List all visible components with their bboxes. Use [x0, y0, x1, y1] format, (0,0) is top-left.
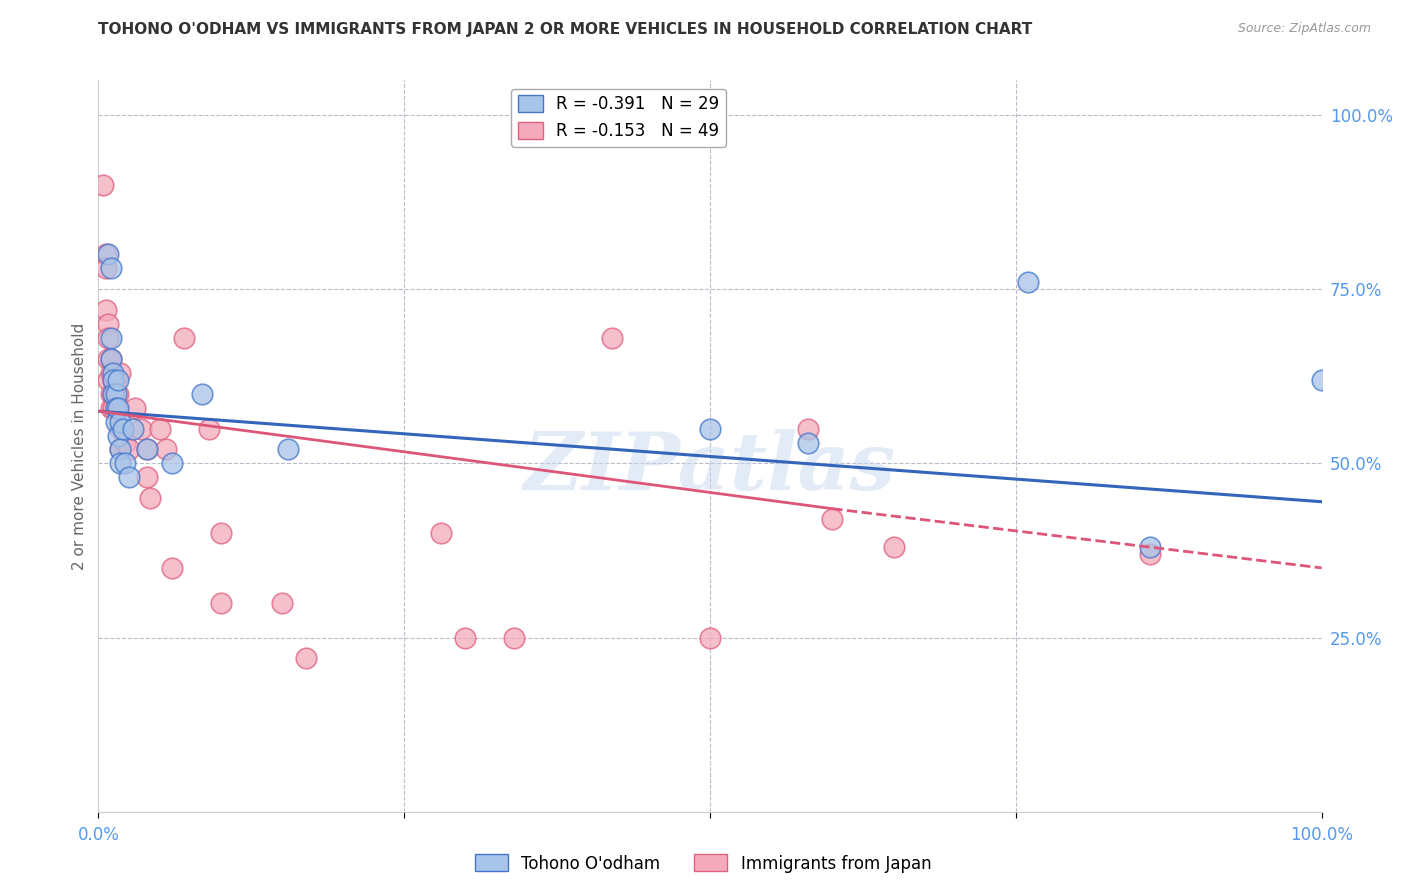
Point: [101, 386, 124, 401]
Point: [124, 401, 146, 415]
Point: [155, 442, 177, 457]
Point: [111, 421, 134, 435]
Point: [97, 317, 120, 331]
Point: [100, 331, 122, 345]
Point: [118, 442, 141, 457]
Point: [110, 442, 132, 457]
Point: [107, 401, 129, 415]
Point: [821, 512, 844, 526]
Point: [100, 366, 122, 380]
Point: [160, 561, 183, 575]
Point: [111, 421, 134, 435]
Point: [209, 526, 232, 541]
Point: [94, 261, 117, 276]
Point: [797, 421, 820, 435]
Point: [1139, 540, 1161, 554]
Point: [91, 178, 114, 192]
Point: [101, 386, 124, 401]
Point: [104, 415, 127, 429]
Point: [100, 386, 122, 401]
Point: [295, 651, 318, 665]
Point: [797, 435, 820, 450]
Point: [197, 421, 219, 435]
Point: [118, 470, 141, 484]
Point: [110, 457, 132, 471]
Y-axis label: 2 or more Vehicles in Household: 2 or more Vehicles in Household: [72, 322, 87, 570]
Point: [104, 373, 127, 387]
Point: [136, 442, 159, 457]
Point: [503, 631, 526, 645]
Point: [104, 386, 127, 401]
Point: [104, 401, 127, 415]
Point: [101, 366, 124, 380]
Point: [191, 386, 214, 401]
Legend: R = -0.391   N = 29, R = -0.153   N = 49: R = -0.391 N = 29, R = -0.153 N = 49: [512, 88, 725, 146]
Point: [110, 442, 132, 457]
Point: [209, 596, 232, 610]
Point: [277, 442, 299, 457]
Point: [101, 373, 124, 387]
Point: [600, 331, 623, 345]
Point: [270, 596, 294, 610]
Point: [104, 386, 127, 401]
Point: [699, 421, 721, 435]
Point: [1139, 547, 1161, 561]
Legend: Tohono O'odham, Immigrants from Japan: Tohono O'odham, Immigrants from Japan: [468, 847, 938, 880]
Point: [100, 401, 122, 415]
Point: [699, 631, 721, 645]
Point: [110, 366, 132, 380]
Point: [430, 526, 453, 541]
Text: TOHONO O'ODHAM VS IMMIGRANTS FROM JAPAN 2 OR MORE VEHICLES IN HOUSEHOLD CORRELAT: TOHONO O'ODHAM VS IMMIGRANTS FROM JAPAN …: [98, 22, 1032, 37]
Point: [94, 303, 117, 318]
Point: [107, 401, 129, 415]
Point: [1017, 275, 1039, 289]
Point: [97, 351, 120, 366]
Point: [139, 491, 162, 506]
Point: [883, 540, 905, 554]
Point: [129, 421, 152, 435]
Point: [101, 401, 124, 415]
Point: [1310, 373, 1333, 387]
Text: Source: ZipAtlas.com: Source: ZipAtlas.com: [1237, 22, 1371, 36]
Point: [107, 386, 129, 401]
Text: ZIPatlas: ZIPatlas: [524, 429, 896, 507]
Point: [136, 442, 159, 457]
Point: [107, 428, 129, 442]
Point: [94, 247, 117, 261]
Point: [97, 373, 120, 387]
Point: [114, 457, 136, 471]
Point: [100, 351, 122, 366]
Point: [97, 247, 120, 261]
Point: [160, 457, 183, 471]
Point: [101, 373, 124, 387]
Point: [136, 470, 159, 484]
Point: [100, 261, 122, 276]
Point: [454, 631, 477, 645]
Point: [104, 401, 127, 415]
Point: [149, 421, 172, 435]
Point: [121, 421, 143, 435]
Point: [107, 373, 129, 387]
Point: [173, 331, 195, 345]
Point: [114, 435, 136, 450]
Point: [97, 331, 120, 345]
Point: [100, 351, 122, 366]
Point: [110, 415, 132, 429]
Point: [110, 421, 132, 435]
